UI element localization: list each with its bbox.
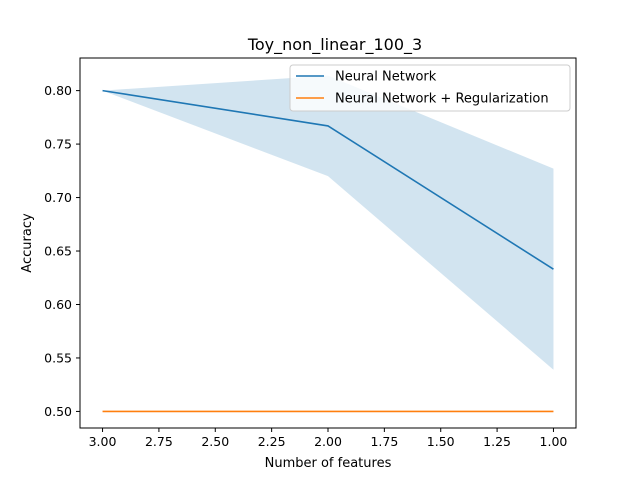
y-tick-label: 0.60 bbox=[44, 297, 72, 312]
y-tick-label: 0.70 bbox=[44, 190, 72, 205]
series-lines bbox=[102, 89, 554, 413]
x-axis-label: Number of features bbox=[265, 456, 392, 471]
x-tick-label: 1.50 bbox=[427, 434, 455, 449]
x-axis-ticks: 3.00 2.75 2.50 2.25 2.00 1.75 1.50 1.25 1.00 bbox=[89, 428, 568, 449]
x-tick-label: 2.25 bbox=[258, 434, 286, 449]
y-axis-label: Accuracy bbox=[20, 213, 35, 273]
y-tick-label: 0.55 bbox=[44, 350, 72, 365]
x-tick-label: 3.00 bbox=[89, 434, 117, 449]
legend-label-0: Neural Network bbox=[335, 70, 437, 85]
x-tick-label: 2.00 bbox=[314, 434, 342, 449]
confidence-band-0 bbox=[102, 75, 554, 370]
x-tick-label: 1.75 bbox=[370, 434, 398, 449]
y-axis-ticks: 0.50 0.55 0.60 0.65 0.70 0.75 0.80 bbox=[44, 83, 80, 419]
series-line-0 bbox=[102, 89, 554, 270]
legend-label-1: Neural Network + Regularization bbox=[335, 92, 549, 107]
y-tick-label: 0.80 bbox=[44, 83, 72, 98]
legend: Neural Network Neural Network + Regulariz… bbox=[289, 64, 571, 112]
x-tick-label: 1.00 bbox=[540, 434, 568, 449]
x-tick-label: 2.50 bbox=[201, 434, 229, 449]
x-tick-label: 2.75 bbox=[145, 434, 173, 449]
x-tick-label: 1.25 bbox=[483, 434, 511, 449]
chart-title: Toy_non_linear_100_3 bbox=[247, 35, 422, 55]
y-tick-label: 0.65 bbox=[44, 244, 72, 259]
y-tick-label: 0.75 bbox=[44, 137, 72, 152]
confidence-bands bbox=[102, 75, 554, 370]
legend-box bbox=[289, 64, 571, 112]
y-tick-label: 0.50 bbox=[44, 404, 72, 419]
